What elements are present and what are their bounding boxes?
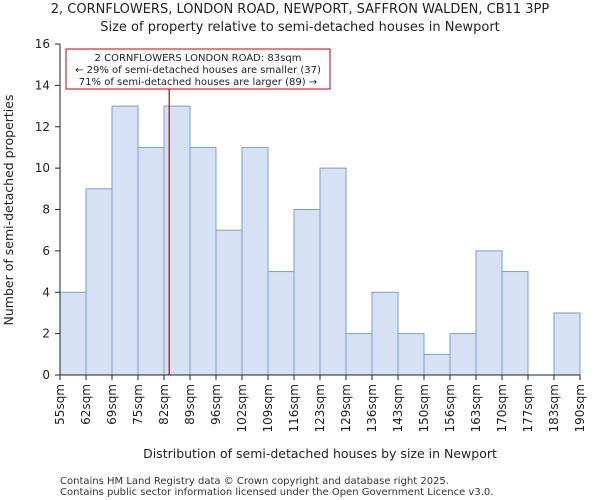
bar-96sqm bbox=[215, 229, 243, 376]
y-tick-label: 12 bbox=[35, 120, 50, 134]
bar-55sqm bbox=[59, 291, 87, 376]
x-tick-label: 170sqm bbox=[495, 384, 509, 432]
x-tick-label: 150sqm bbox=[417, 384, 431, 432]
x-tick-label: 143sqm bbox=[391, 384, 405, 432]
bar-69sqm bbox=[111, 105, 139, 376]
y-axis-label: Number of semi-detached properties bbox=[1, 95, 16, 326]
bar-102sqm bbox=[241, 146, 269, 376]
bar-170sqm bbox=[501, 271, 529, 376]
bar-136sqm bbox=[371, 291, 399, 376]
x-tick-label: 102sqm bbox=[235, 384, 249, 432]
bars-group bbox=[59, 105, 581, 376]
bar-62sqm bbox=[85, 188, 113, 376]
x-tick-label: 89sqm bbox=[183, 384, 197, 425]
x-tick-label: 69sqm bbox=[105, 384, 119, 425]
x-tick-label: 183sqm bbox=[547, 384, 561, 432]
x-axis-label: Distribution of semi-detached houses by … bbox=[143, 446, 497, 461]
bar-109sqm bbox=[267, 271, 295, 376]
bar-150sqm bbox=[423, 353, 451, 376]
x-tick-label: 123sqm bbox=[313, 384, 327, 432]
footer-line-2: Contains public sector information licen… bbox=[60, 487, 493, 498]
x-tick-label: 177sqm bbox=[521, 384, 535, 432]
footer-line-1: Contains HM Land Registry data © Crown c… bbox=[60, 476, 449, 487]
y-tick-label: 0 bbox=[42, 368, 50, 382]
bar-116sqm bbox=[293, 209, 321, 376]
x-tick-label: 190sqm bbox=[573, 384, 587, 432]
annotation-box bbox=[65, 48, 331, 90]
x-tick-label: 129sqm bbox=[339, 384, 353, 432]
bar-183sqm bbox=[553, 312, 581, 376]
bar-89sqm bbox=[189, 146, 217, 376]
x-ticks-group: 55sqm 62sqm 69sqm 75sqm 82sqm 89sqm 96sqm 102sq… bbox=[53, 375, 587, 432]
y-tick-label: 6 bbox=[42, 244, 50, 258]
x-tick-label: 55sqm bbox=[53, 384, 67, 425]
y-ticks-group: 0 2 4 6 8 10 12 14 16 bbox=[35, 37, 60, 382]
x-tick-label: 156sqm bbox=[443, 384, 457, 432]
y-tick-label: 2 bbox=[42, 327, 50, 341]
bar-82sqm bbox=[163, 105, 191, 376]
y-tick-label: 16 bbox=[35, 37, 50, 51]
x-tick-label: 109sqm bbox=[261, 384, 275, 432]
bar-123sqm bbox=[319, 167, 347, 376]
x-tick-label: 96sqm bbox=[209, 384, 223, 425]
bar-129sqm bbox=[345, 333, 373, 376]
y-tick-label: 4 bbox=[42, 285, 50, 299]
bar-163sqm bbox=[475, 250, 503, 376]
bar-75sqm bbox=[137, 146, 165, 376]
annotation-line-3: 71% of semi-detached houses are larger (… bbox=[79, 77, 317, 88]
x-tick-label: 116sqm bbox=[287, 384, 301, 432]
x-tick-label: 136sqm bbox=[365, 384, 379, 432]
x-tick-label: 75sqm bbox=[131, 384, 145, 425]
bar-156sqm bbox=[449, 333, 477, 376]
y-tick-label: 10 bbox=[35, 161, 50, 175]
x-tick-label: 163sqm bbox=[469, 384, 483, 432]
chart-subtitle: Size of property relative to semi-detach… bbox=[100, 20, 500, 35]
x-tick-label: 62sqm bbox=[79, 384, 93, 425]
annotation-line-1: 2 CORNFLOWERS LONDON ROAD: 83sqm bbox=[95, 53, 302, 64]
y-tick-label: 8 bbox=[42, 203, 50, 217]
bar-143sqm bbox=[397, 333, 425, 376]
chart-title: 2, CORNFLOWERS, LONDON ROAD, NEWPORT, SA… bbox=[51, 2, 550, 17]
y-tick-label: 14 bbox=[35, 78, 50, 92]
x-tick-label: 82sqm bbox=[157, 384, 171, 425]
annotation-line-2: ← 29% of semi-detached houses are smalle… bbox=[75, 65, 321, 76]
